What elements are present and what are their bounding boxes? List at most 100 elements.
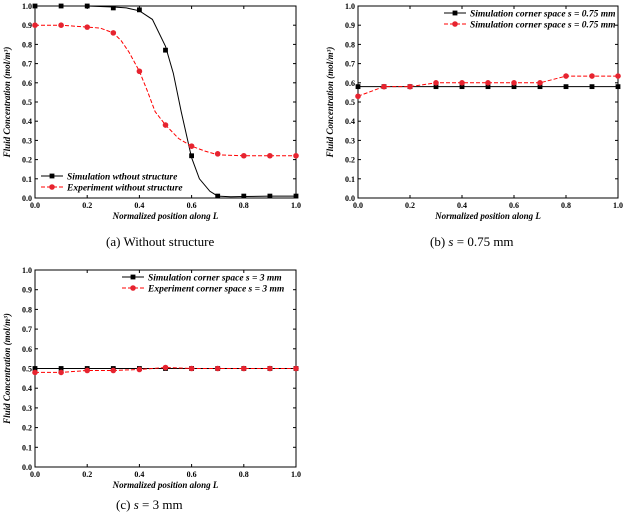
data-point-simulation: [537, 84, 543, 90]
plot-frame-b: [357, 5, 619, 199]
caption-b: (b) s = 0.75 mm: [430, 234, 514, 250]
y-tick-label: 0.3: [22, 136, 32, 145]
x-axis-label: Normalized position along L: [112, 211, 219, 221]
y-tick-label: 0.2: [345, 156, 355, 165]
x-tick-label: 1.0: [291, 470, 301, 479]
data-point-experiment: [537, 80, 543, 86]
series-line-simulation: [35, 5, 296, 198]
y-tick-label: 0.2: [22, 424, 32, 433]
x-tick-label: 0.6: [187, 201, 197, 210]
data-point-experiment: [32, 22, 38, 29]
data-point-experiment: [84, 24, 90, 30]
legend-label-experiment: Simulation corner space s = 0.75 mm: [470, 21, 616, 31]
caption-b-prefix: (b): [430, 234, 449, 249]
data-point-experiment: [511, 80, 517, 86]
series-line-experiment: [35, 366, 296, 373]
data-point-simulation: [58, 366, 64, 371]
x-tick-label: 0.8: [239, 201, 249, 210]
y-tick-label: 0.0: [22, 463, 32, 472]
x-axis-label: Normalized position along L: [112, 480, 219, 490]
data-point-experiment: [485, 80, 491, 86]
data-point-experiment: [214, 365, 221, 372]
data-point-experiment: [188, 365, 195, 372]
legend-marker-experiment: [49, 184, 55, 190]
legend-marker-experiment: [130, 285, 136, 291]
x-tick-label: 0.0: [30, 470, 40, 479]
y-tick-label: 0.5: [22, 365, 32, 374]
y-axis-label: Fluid Concentration (mol/m³): [325, 47, 335, 159]
y-tick-label: 0.3: [22, 404, 32, 413]
data-point-simulation: [589, 84, 595, 90]
caption-c-italic: s: [133, 497, 139, 512]
data-point-simulation: [163, 47, 168, 53]
legend-label-experiment: Experiment without structure: [66, 184, 183, 194]
data-point-experiment: [267, 365, 273, 372]
data-point-experiment: [355, 93, 361, 100]
data-point-simulation: [511, 84, 517, 90]
y-tick-label: 0.4: [345, 117, 355, 126]
x-tick-label: 1.0: [613, 201, 623, 210]
chart-a: 0.0 0.1 0.2 0.3 0.4 0.5 0.6 0.7 0.8 0.9 1.0 0.0 0.2 0…: [2, 2, 301, 221]
data-point-experiment: [136, 68, 143, 75]
y-tick-label: 0.3: [345, 136, 355, 145]
y-tick-label: 1.0: [22, 2, 32, 11]
caption-c-suffix: = 3 mm: [138, 497, 183, 512]
data-point-experiment: [615, 73, 621, 79]
y-tick-label: 0.1: [345, 175, 355, 184]
y-tick-label: 0.6: [22, 79, 32, 88]
x-tick-label: 0.6: [187, 470, 197, 479]
y-tick-label: 0.5: [22, 98, 32, 107]
y-tick-label: 0.8: [22, 305, 32, 314]
legend-label-simulation: Simulation corner space s = 0.75 mm: [470, 10, 616, 20]
data-point-simulation: [215, 193, 221, 199]
y-tick-label: 0.6: [345, 79, 355, 88]
legend-marker-simulation: [452, 10, 458, 16]
x-tick-label: 0.0: [30, 201, 40, 210]
caption-b-suffix: = 0.75 mm: [453, 234, 514, 249]
x-tick-label: 0.4: [134, 470, 144, 479]
y-tick-label: 0.6: [22, 345, 32, 354]
data-point-simulation: [241, 193, 247, 199]
series-line-experiment: [357, 75, 618, 97]
legend-marker-experiment: [452, 21, 458, 27]
x-tick-label: 0.2: [405, 201, 415, 210]
data-point-experiment: [293, 365, 299, 372]
y-tick-label: 0.8: [345, 40, 355, 49]
y-tick-label: 0.1: [22, 443, 32, 452]
legend-label-simulation: Simulation wthout structure: [67, 173, 178, 183]
legend-marker-simulation: [49, 173, 55, 179]
x-tick-label: 0.2: [82, 470, 92, 479]
y-tick-label: 0.0: [345, 194, 355, 203]
caption-c-prefix: (c): [116, 497, 134, 512]
y-tick-label: 0.1: [22, 175, 32, 184]
caption-b-italic: s: [448, 234, 454, 249]
data-point-experiment: [267, 152, 273, 159]
data-point-experiment: [563, 73, 569, 79]
y-tick-label: 0.7: [345, 60, 355, 69]
x-tick-label: 0.8: [561, 201, 571, 210]
data-point-simulation: [267, 193, 273, 199]
y-tick-label: 0.9: [22, 286, 32, 295]
chart-b: 0.0 0.1 0.2 0.3 0.4 0.5 0.6 0.7 0.8 0.9 1.0 0.0 0.2 0…: [325, 2, 623, 221]
y-tick-label: 0.0: [22, 194, 32, 203]
data-point-experiment: [433, 80, 439, 86]
data-point-experiment: [407, 83, 413, 90]
data-point-experiment: [214, 151, 221, 157]
data-point-simulation: [459, 84, 465, 90]
legend-label-experiment: Experiment corner space s = 3 mm: [147, 285, 284, 295]
data-point-experiment: [381, 83, 387, 90]
data-point-simulation: [293, 193, 299, 199]
y-tick-label: 0.7: [22, 60, 32, 69]
y-axis-label: Fluid Concentration (mol/m³): [2, 47, 12, 159]
y-tick-label: 0.7: [22, 325, 32, 334]
data-point-simulation: [84, 3, 90, 9]
data-point-simulation: [32, 3, 38, 9]
data-point-experiment: [32, 369, 38, 376]
y-tick-label: 0.4: [22, 384, 32, 393]
data-point-experiment: [459, 80, 465, 86]
data-point-experiment: [58, 369, 64, 376]
data-point-simulation: [32, 366, 38, 371]
caption-a-prefix: (a) Without structure: [106, 234, 215, 249]
data-point-experiment: [58, 22, 64, 29]
